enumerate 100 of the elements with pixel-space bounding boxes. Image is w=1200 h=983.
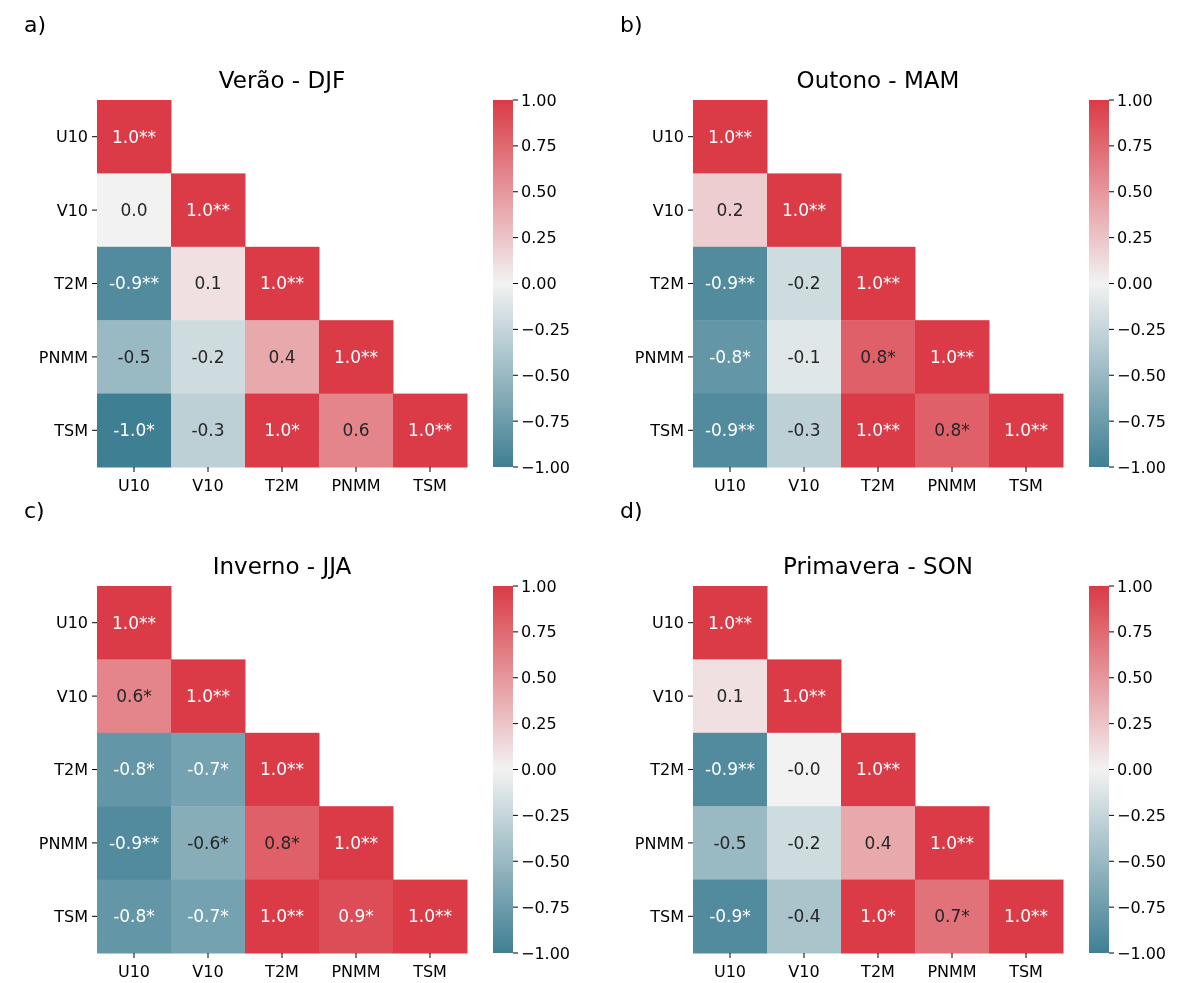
data-label: 1.0**	[407, 906, 453, 927]
data-label: -0.9**	[704, 273, 756, 294]
x-tick-label: U10	[713, 962, 747, 981]
x-tick-label: V10	[788, 476, 820, 495]
color-bar-label: −1.00	[521, 943, 571, 963]
data-label: -0.4	[787, 906, 821, 927]
x-tick-label: T2M	[860, 962, 895, 981]
color-bar-label: −0.50	[521, 851, 571, 871]
data-label: -0.6*	[187, 832, 229, 853]
y-tick-label: V10	[652, 200, 684, 220]
text: d)	[620, 498, 643, 523]
color-bar-label: 0.75	[521, 622, 557, 642]
data-label: -0.0	[787, 759, 821, 780]
color-bar-label: −0.50	[521, 365, 571, 385]
color-bar-label: 0.00	[1117, 274, 1153, 294]
color-bar-label: −0.75	[1117, 897, 1167, 917]
color-bar-label: −0.75	[521, 411, 571, 431]
y-tick-label: U10	[55, 127, 88, 147]
x-tick-label: V10	[192, 962, 224, 981]
color-bar-label: 0.00	[521, 760, 557, 780]
y-tick-label: U10	[651, 613, 684, 633]
color-bar-label: 1.00	[521, 90, 557, 110]
data-label: 1.0**	[855, 759, 901, 780]
color-bar-label: 0.75	[1117, 136, 1153, 156]
data-label: -0.5	[713, 832, 747, 853]
data-label: -0.8*	[113, 906, 155, 927]
data-label: 1.0**	[781, 200, 827, 221]
x-tick-label: TSM	[412, 476, 447, 495]
x-tick-label: T2M	[264, 962, 299, 981]
color-bar-label: 0.25	[521, 228, 557, 248]
y-tick-label: TSM	[53, 906, 88, 926]
data-label: -0.9*	[709, 906, 751, 927]
data-label: 1.0**	[707, 612, 753, 633]
x-tick-label: PNMM	[927, 476, 977, 495]
data-label: -0.9**	[704, 759, 756, 780]
y-tick-label: U10	[55, 613, 88, 633]
data-label: -1.0*	[113, 420, 155, 441]
y-tick-label: T2M	[53, 274, 88, 294]
data-label: 1.0**	[185, 686, 231, 707]
color-bar-label: 0.25	[1117, 228, 1153, 248]
data-label: -0.9**	[108, 273, 160, 294]
data-label: 1.0*	[264, 420, 300, 441]
y-tick-label: PNMM	[38, 833, 88, 853]
y-tick-label: V10	[56, 200, 88, 220]
color-bar-label: −1.00	[1117, 457, 1167, 477]
x-tick-label: U10	[713, 476, 747, 495]
y-tick-label: T2M	[649, 274, 684, 294]
data-label: -0.8*	[709, 346, 751, 367]
data-label: 0.1	[194, 273, 222, 294]
data-label: 1.0**	[333, 346, 379, 367]
data-label: 1.0**	[855, 273, 901, 294]
data-label: 1.0*	[860, 906, 896, 927]
color-bar-label: −1.00	[1117, 943, 1167, 963]
color-bar-label: 1.00	[1117, 576, 1153, 596]
data-label: 1.0**	[929, 346, 975, 367]
data-label: -0.3	[191, 420, 225, 441]
x-tick-label: TSM	[1008, 962, 1043, 981]
y-tick-label: V10	[56, 686, 88, 706]
x-tick-label: PNMM	[927, 962, 977, 981]
data-label: 0.2	[716, 200, 744, 221]
data-label: 1.0**	[111, 126, 157, 147]
data-label: -0.8*	[113, 759, 155, 780]
data-label: -0.7*	[187, 906, 229, 927]
data-label: 1.0**	[707, 126, 753, 147]
y-tick-label: V10	[652, 686, 684, 706]
text: a)	[24, 12, 47, 37]
x-tick-label: PNMM	[331, 962, 381, 981]
color-bar-label: 0.00	[1117, 760, 1153, 780]
y-tick-label: PNMM	[634, 833, 684, 853]
chart-title: Outono - MAM	[796, 67, 960, 93]
color-bar-label: 0.25	[1117, 714, 1153, 734]
chart-title: Primavera - SON	[783, 553, 973, 579]
x-tick-label: TSM	[412, 962, 447, 981]
color-bar-label: 0.25	[521, 714, 557, 734]
data-label: -0.9**	[108, 832, 160, 853]
data-label: 1.0**	[407, 420, 453, 441]
y-tick-label: PNMM	[634, 347, 684, 367]
data-label: -0.9**	[704, 420, 756, 441]
x-tick-label: V10	[788, 962, 820, 981]
y-tick-label: TSM	[649, 906, 684, 926]
color-bar-label: −0.75	[1117, 411, 1167, 431]
data-label: 0.8*	[934, 420, 970, 441]
x-tick-label: T2M	[860, 476, 895, 495]
data-label: -0.1	[787, 346, 821, 367]
text: c)	[24, 498, 45, 523]
data-label: 1.0**	[929, 832, 975, 853]
data-label: 0.4	[864, 832, 892, 853]
data-label: -0.2	[787, 273, 821, 294]
data-label: 0.1	[716, 686, 744, 707]
color-bar-label: 0.75	[1117, 622, 1153, 642]
data-label: -0.2	[787, 832, 821, 853]
y-tick-label: TSM	[53, 420, 88, 440]
y-tick-label: TSM	[649, 420, 684, 440]
color-bar-label: −0.75	[521, 897, 571, 917]
color-bar-label: 0.50	[1117, 182, 1153, 202]
y-tick-label: T2M	[53, 760, 88, 780]
color-bar-label: 1.00	[1117, 90, 1153, 110]
color-bar-label: 0.50	[1117, 668, 1153, 688]
color-bar-label: 0.50	[521, 182, 557, 202]
color-bar-label: −0.25	[1117, 319, 1167, 339]
